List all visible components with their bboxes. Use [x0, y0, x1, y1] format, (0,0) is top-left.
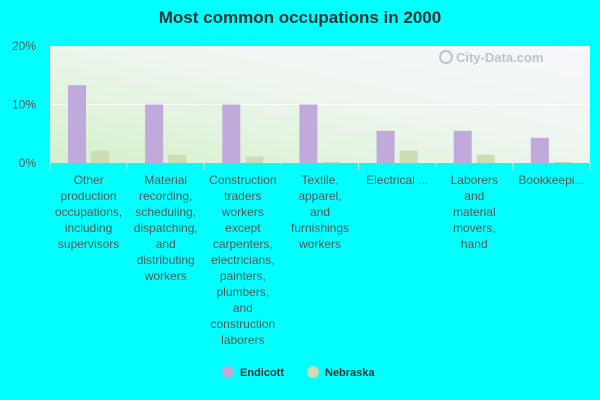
x-category-label: Laborers and material movers, hand [451, 173, 498, 251]
bar-endicott-5 [453, 130, 472, 163]
bar-endicott-0 [68, 85, 86, 163]
legend-swatch-nebraska [307, 366, 319, 378]
bar-nebraska-2 [245, 156, 264, 163]
bar-endicott-4 [376, 130, 395, 163]
bar-nebraska-4 [399, 150, 418, 163]
bar-endicott-1 [145, 104, 164, 163]
y-tick-label: 20% [12, 39, 36, 53]
x-category-label: Construction traders workers except carpente… [209, 173, 276, 347]
legend-label-nebraska: Nebraska [325, 367, 375, 379]
bar-nebraska-3 [322, 161, 341, 163]
y-tick-label: 10% [12, 98, 36, 112]
chart-title: Most common occupations in 2000 [158, 8, 442, 27]
x-category-label: Material recording, scheduling, dispatching… [134, 173, 198, 283]
x-category-label: Textile, apparel, and furnishings workers [291, 173, 349, 251]
watermark: City-Data.com [439, 50, 543, 65]
legend-swatch-endicott [222, 366, 234, 378]
x-category-label: Other production occupations, including supe… [55, 173, 122, 251]
legend-label-endicott: Endicott [240, 367, 284, 379]
bar-nebraska-0 [91, 150, 109, 163]
watermark-text: City-Data.com [456, 50, 543, 65]
x-category-label: Bookkeepi... [518, 173, 584, 187]
bar-nebraska-6 [553, 161, 572, 163]
bar-nebraska-5 [476, 154, 495, 163]
bar-endicott-6 [530, 137, 549, 163]
bar-endicott-3 [299, 104, 318, 163]
y-tick-label: 0% [19, 156, 37, 170]
bar-nebraska-1 [168, 154, 187, 163]
x-category-label: Electrical ... [366, 173, 428, 187]
bar-endicott-2 [222, 104, 241, 163]
